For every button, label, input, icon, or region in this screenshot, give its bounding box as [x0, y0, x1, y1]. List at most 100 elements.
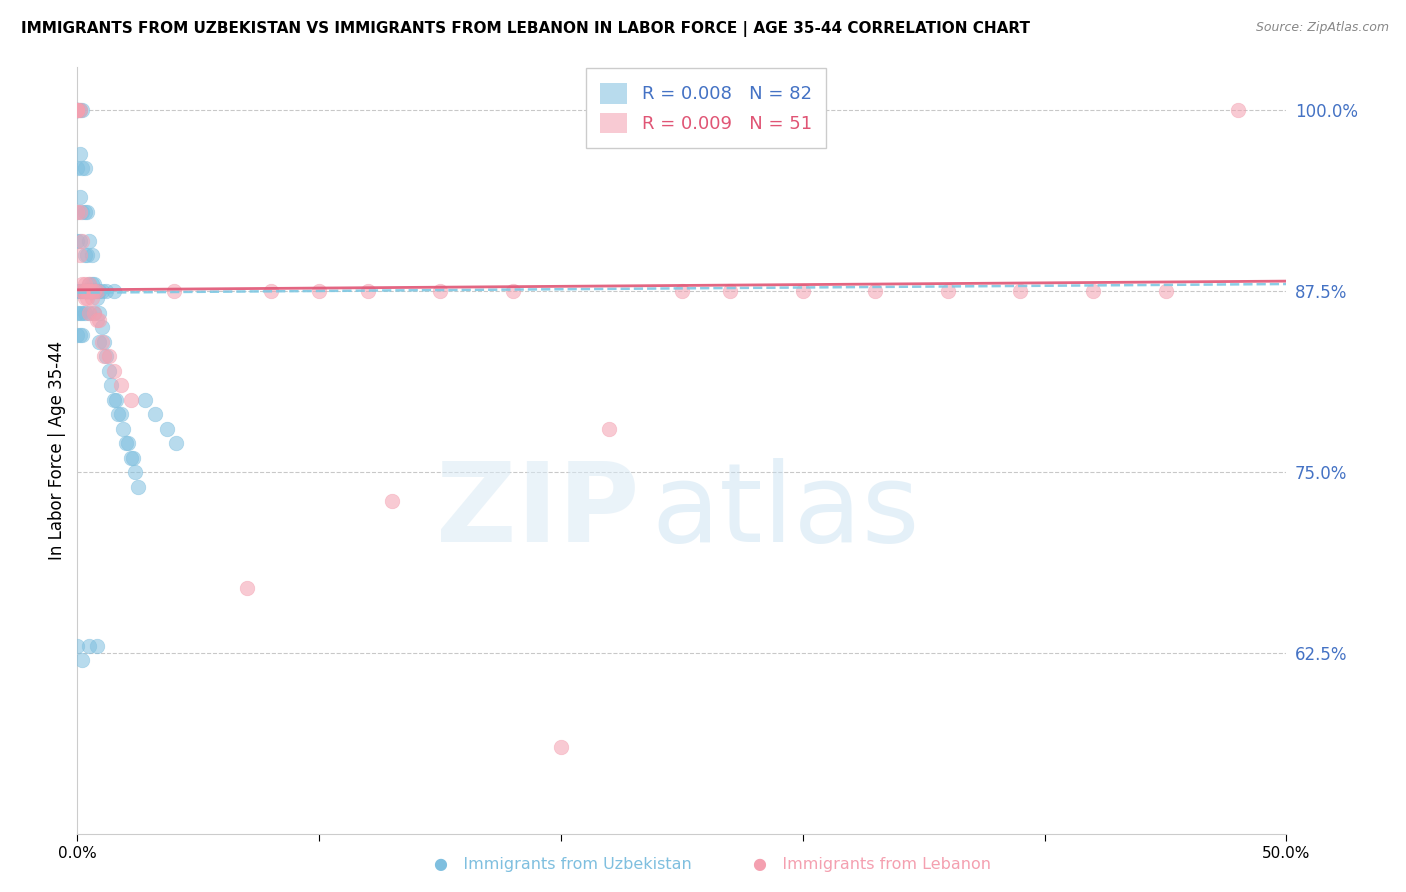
- Point: [69, 103, 91, 118]
- Point: [83, 285, 105, 299]
- Point: [97, 364, 120, 378]
- Point: [69, 190, 91, 204]
- Point: [83, 285, 105, 299]
- Point: [69, 306, 91, 320]
- Point: [83, 306, 105, 320]
- Point: [87, 313, 110, 327]
- Point: [69, 327, 91, 342]
- Point: [66, 103, 89, 118]
- Point: [90, 320, 112, 334]
- Point: [80, 285, 103, 299]
- Point: [83, 285, 105, 299]
- Point: [112, 422, 135, 436]
- Point: [73, 204, 96, 219]
- Point: [66, 306, 89, 320]
- Point: [76, 285, 98, 299]
- Point: [93, 350, 115, 364]
- Text: atlas: atlas: [652, 458, 920, 566]
- Point: [110, 378, 132, 392]
- Point: [76, 285, 98, 299]
- Point: [429, 285, 451, 299]
- Text: ●   Immigrants from Lebanon: ● Immigrants from Lebanon: [752, 857, 991, 872]
- Point: [110, 407, 132, 421]
- Point: [80, 248, 103, 262]
- Point: [70, 103, 93, 118]
- Point: [76, 292, 98, 306]
- Point: [66, 103, 89, 118]
- Point: [73, 277, 96, 291]
- Point: [107, 407, 129, 421]
- Point: [120, 392, 142, 407]
- Point: [143, 407, 166, 421]
- Point: [87, 306, 110, 320]
- Point: [96, 350, 118, 364]
- Point: [90, 334, 112, 349]
- Point: [66, 327, 89, 342]
- Point: [163, 285, 186, 299]
- Point: [66, 204, 89, 219]
- Point: [166, 436, 188, 450]
- Point: [936, 285, 959, 299]
- Point: [120, 450, 142, 465]
- Point: [114, 436, 136, 450]
- Point: [69, 285, 91, 299]
- Point: [134, 392, 156, 407]
- Point: [103, 392, 125, 407]
- Point: [156, 422, 179, 436]
- Text: IMMIGRANTS FROM UZBEKISTAN VS IMMIGRANTS FROM LEBANON IN LABOR FORCE | AGE 35-44: IMMIGRANTS FROM UZBEKISTAN VS IMMIGRANTS…: [21, 21, 1031, 37]
- Point: [66, 103, 89, 118]
- Point: [1081, 285, 1104, 299]
- Point: [70, 327, 93, 342]
- Point: [381, 494, 404, 508]
- Point: [235, 581, 257, 595]
- Point: [79, 306, 101, 320]
- Point: [73, 306, 96, 320]
- Point: [718, 285, 741, 299]
- Point: [86, 285, 108, 299]
- Point: [308, 285, 330, 299]
- Legend: R = 0.008   N = 82, R = 0.009   N = 51: R = 0.008 N = 82, R = 0.009 N = 51: [586, 69, 827, 148]
- Point: [73, 285, 96, 299]
- Point: [69, 204, 91, 219]
- Point: [1154, 285, 1177, 299]
- Point: [97, 350, 120, 364]
- Point: [66, 204, 89, 219]
- Point: [69, 285, 91, 299]
- Point: [124, 465, 146, 479]
- Point: [550, 740, 572, 755]
- Point: [70, 306, 93, 320]
- Point: [76, 285, 98, 299]
- Point: [69, 103, 91, 118]
- Text: ●   Immigrants from Uzbekistan: ● Immigrants from Uzbekistan: [433, 857, 692, 872]
- Point: [356, 285, 378, 299]
- Point: [70, 653, 93, 667]
- Point: [70, 204, 93, 219]
- Point: [117, 436, 139, 450]
- Point: [865, 285, 887, 299]
- Point: [100, 378, 122, 392]
- Point: [70, 277, 93, 291]
- Point: [69, 234, 91, 248]
- Point: [73, 292, 96, 306]
- Point: [80, 277, 103, 291]
- Point: [96, 285, 118, 299]
- Point: [76, 204, 98, 219]
- Point: [1227, 103, 1250, 118]
- Point: [502, 285, 524, 299]
- Point: [127, 480, 149, 494]
- Point: [79, 285, 101, 299]
- Point: [73, 248, 96, 262]
- Point: [66, 103, 89, 118]
- Point: [66, 285, 89, 299]
- Point: [70, 285, 93, 299]
- Point: [73, 285, 96, 299]
- Point: [122, 450, 145, 465]
- Point: [79, 639, 101, 653]
- Point: [86, 313, 108, 327]
- Point: [80, 292, 103, 306]
- Point: [86, 639, 108, 653]
- Point: [598, 422, 620, 436]
- Point: [80, 285, 103, 299]
- Point: [66, 161, 89, 176]
- Point: [70, 234, 93, 248]
